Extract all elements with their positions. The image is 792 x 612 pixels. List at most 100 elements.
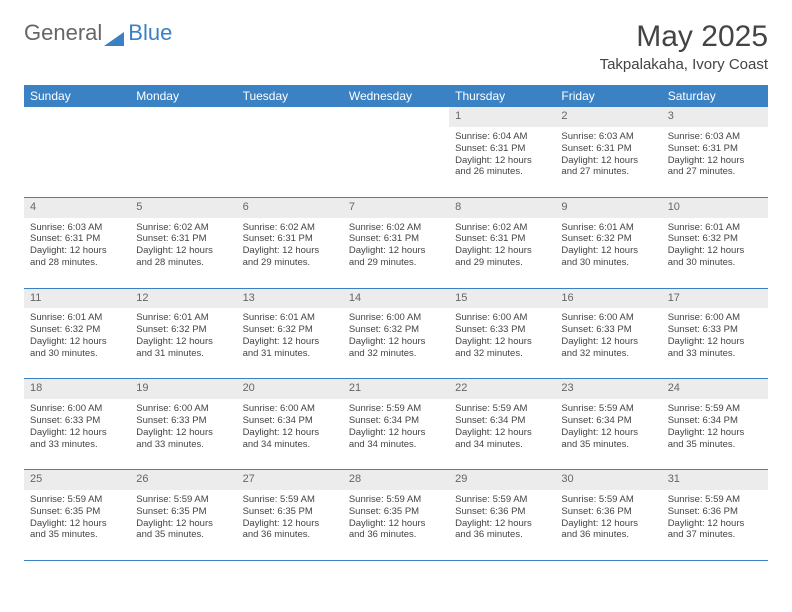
day-cell: Sunrise: 6:02 AMSunset: 6:31 PMDaylight:… xyxy=(237,218,343,289)
sunrise-line: Sunrise: 5:59 AM xyxy=(136,494,230,506)
weekday-header: Sunday xyxy=(24,85,130,107)
sunrise-line: Sunrise: 6:02 AM xyxy=(243,222,337,234)
daylight-line: Daylight: 12 hours and 35 minutes. xyxy=(136,518,230,542)
day-cell: Sunrise: 6:00 AMSunset: 6:33 PMDaylight:… xyxy=(449,308,555,379)
sunrise-line: Sunrise: 6:00 AM xyxy=(668,312,762,324)
sunset-line: Sunset: 6:36 PM xyxy=(455,506,549,518)
sunrise-line: Sunrise: 5:59 AM xyxy=(561,403,655,415)
sunset-line: Sunset: 6:31 PM xyxy=(668,143,762,155)
daylight-line: Daylight: 12 hours and 37 minutes. xyxy=(668,518,762,542)
daylight-line: Daylight: 12 hours and 33 minutes. xyxy=(668,336,762,360)
day-number xyxy=(24,107,130,127)
daylight-line: Daylight: 12 hours and 28 minutes. xyxy=(136,245,230,269)
sunrise-line: Sunrise: 6:00 AM xyxy=(243,403,337,415)
sunset-line: Sunset: 6:32 PM xyxy=(668,233,762,245)
day-cell: Sunrise: 5:59 AMSunset: 6:35 PMDaylight:… xyxy=(343,490,449,561)
page-title: May 2025 xyxy=(600,20,768,54)
day-cell: Sunrise: 6:03 AMSunset: 6:31 PMDaylight:… xyxy=(24,218,130,289)
sunrise-line: Sunrise: 6:01 AM xyxy=(668,222,762,234)
sunrise-line: Sunrise: 5:59 AM xyxy=(30,494,124,506)
day-cell: Sunrise: 5:59 AMSunset: 6:36 PMDaylight:… xyxy=(662,490,768,561)
sunrise-line: Sunrise: 6:00 AM xyxy=(349,312,443,324)
sunrise-line: Sunrise: 6:03 AM xyxy=(668,131,762,143)
day-number: 30 xyxy=(555,470,661,490)
day-number: 15 xyxy=(449,288,555,308)
day-number: 28 xyxy=(343,470,449,490)
sunset-line: Sunset: 6:34 PM xyxy=(668,415,762,427)
content-row: Sunrise: 6:03 AMSunset: 6:31 PMDaylight:… xyxy=(24,218,768,289)
day-number: 19 xyxy=(130,379,236,399)
daylight-line: Daylight: 12 hours and 34 minutes. xyxy=(455,427,549,451)
sunset-line: Sunset: 6:33 PM xyxy=(30,415,124,427)
sunrise-line: Sunrise: 6:03 AM xyxy=(30,222,124,234)
day-number: 2 xyxy=(555,107,661,127)
content-row: Sunrise: 6:01 AMSunset: 6:32 PMDaylight:… xyxy=(24,308,768,379)
daynum-row: 11121314151617 xyxy=(24,288,768,308)
daynum-row: 45678910 xyxy=(24,197,768,217)
sunrise-line: Sunrise: 6:01 AM xyxy=(243,312,337,324)
day-cell: Sunrise: 6:01 AMSunset: 6:32 PMDaylight:… xyxy=(130,308,236,379)
day-cell: Sunrise: 5:59 AMSunset: 6:35 PMDaylight:… xyxy=(237,490,343,561)
sunset-line: Sunset: 6:31 PM xyxy=(243,233,337,245)
sunset-line: Sunset: 6:34 PM xyxy=(561,415,655,427)
daylight-line: Daylight: 12 hours and 30 minutes. xyxy=(668,245,762,269)
sunrise-line: Sunrise: 6:02 AM xyxy=(455,222,549,234)
day-number: 4 xyxy=(24,197,130,217)
daylight-line: Daylight: 12 hours and 29 minutes. xyxy=(243,245,337,269)
day-cell xyxy=(24,127,130,198)
daylight-line: Daylight: 12 hours and 32 minutes. xyxy=(349,336,443,360)
sunrise-line: Sunrise: 5:59 AM xyxy=(349,494,443,506)
day-cell: Sunrise: 6:01 AMSunset: 6:32 PMDaylight:… xyxy=(662,218,768,289)
sunset-line: Sunset: 6:35 PM xyxy=(349,506,443,518)
day-number: 22 xyxy=(449,379,555,399)
day-number: 17 xyxy=(662,288,768,308)
daylight-line: Daylight: 12 hours and 36 minutes. xyxy=(349,518,443,542)
day-cell: Sunrise: 6:00 AMSunset: 6:34 PMDaylight:… xyxy=(237,399,343,470)
sunset-line: Sunset: 6:35 PM xyxy=(136,506,230,518)
daylight-line: Daylight: 12 hours and 35 minutes. xyxy=(561,427,655,451)
sunrise-line: Sunrise: 5:59 AM xyxy=(455,494,549,506)
sunrise-line: Sunrise: 5:59 AM xyxy=(561,494,655,506)
sunset-line: Sunset: 6:34 PM xyxy=(349,415,443,427)
sunset-line: Sunset: 6:33 PM xyxy=(455,324,549,336)
day-number: 11 xyxy=(24,288,130,308)
day-cell: Sunrise: 6:01 AMSunset: 6:32 PMDaylight:… xyxy=(555,218,661,289)
day-number: 8 xyxy=(449,197,555,217)
day-number: 3 xyxy=(662,107,768,127)
daylight-line: Daylight: 12 hours and 30 minutes. xyxy=(561,245,655,269)
sunrise-line: Sunrise: 6:01 AM xyxy=(30,312,124,324)
daylight-line: Daylight: 12 hours and 34 minutes. xyxy=(349,427,443,451)
weekday-header-row: SundayMondayTuesdayWednesdayThursdayFrid… xyxy=(24,85,768,107)
day-cell: Sunrise: 6:01 AMSunset: 6:32 PMDaylight:… xyxy=(24,308,130,379)
weekday-header: Wednesday xyxy=(343,85,449,107)
daylight-line: Daylight: 12 hours and 36 minutes. xyxy=(455,518,549,542)
daylight-line: Daylight: 12 hours and 27 minutes. xyxy=(561,155,655,179)
day-cell: Sunrise: 5:59 AMSunset: 6:35 PMDaylight:… xyxy=(24,490,130,561)
sunrise-line: Sunrise: 6:03 AM xyxy=(561,131,655,143)
sunset-line: Sunset: 6:31 PM xyxy=(455,233,549,245)
day-number: 21 xyxy=(343,379,449,399)
day-number: 13 xyxy=(237,288,343,308)
location-text: Takpalakaha, Ivory Coast xyxy=(600,56,768,73)
sunset-line: Sunset: 6:32 PM xyxy=(561,233,655,245)
logo-triangle-icon xyxy=(104,26,124,40)
logo-text-general: General xyxy=(24,20,102,46)
day-number: 14 xyxy=(343,288,449,308)
day-cell: Sunrise: 6:03 AMSunset: 6:31 PMDaylight:… xyxy=(555,127,661,198)
sunset-line: Sunset: 6:32 PM xyxy=(136,324,230,336)
sunrise-line: Sunrise: 6:00 AM xyxy=(455,312,549,324)
content-row: Sunrise: 6:04 AMSunset: 6:31 PMDaylight:… xyxy=(24,127,768,198)
day-number: 25 xyxy=(24,470,130,490)
sunset-line: Sunset: 6:31 PM xyxy=(30,233,124,245)
day-number: 1 xyxy=(449,107,555,127)
sunset-line: Sunset: 6:35 PM xyxy=(30,506,124,518)
sunset-line: Sunset: 6:35 PM xyxy=(243,506,337,518)
sunrise-line: Sunrise: 6:01 AM xyxy=(136,312,230,324)
day-cell: Sunrise: 6:02 AMSunset: 6:31 PMDaylight:… xyxy=(343,218,449,289)
header: General Blue May 2025 Takpalakaha, Ivory… xyxy=(24,20,768,73)
day-cell: Sunrise: 5:59 AMSunset: 6:34 PMDaylight:… xyxy=(343,399,449,470)
day-cell: Sunrise: 5:59 AMSunset: 6:34 PMDaylight:… xyxy=(555,399,661,470)
daylight-line: Daylight: 12 hours and 34 minutes. xyxy=(243,427,337,451)
daylight-line: Daylight: 12 hours and 32 minutes. xyxy=(561,336,655,360)
weekday-header: Saturday xyxy=(662,85,768,107)
